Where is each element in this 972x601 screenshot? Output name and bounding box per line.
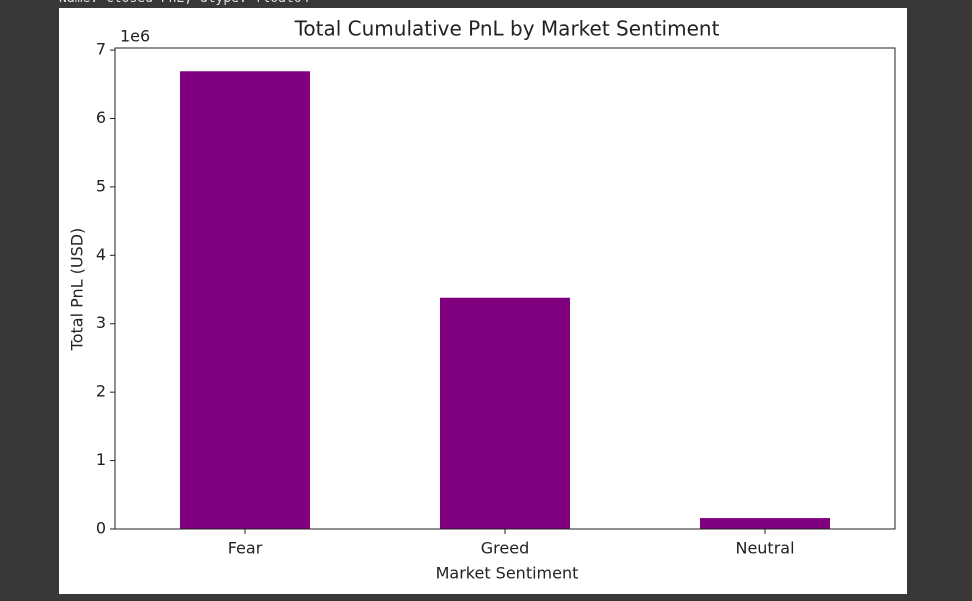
y-tick-label: 2 (96, 382, 106, 401)
x-tick-label: Greed (481, 539, 529, 558)
x-tick-label: Fear (228, 539, 263, 558)
chart-title: Total Cumulative PnL by Market Sentiment (294, 17, 720, 41)
y-tick-label: 4 (96, 245, 106, 264)
x-tick-label: Neutral (735, 539, 794, 558)
y-tick-label: 0 (96, 519, 106, 538)
console-text: Name: closed PnL, dtype: float64 (59, 0, 309, 6)
y-axis-label: Total PnL (USD) (68, 228, 87, 352)
x-axis-label: Market Sentiment (436, 564, 579, 583)
y-tick-label: 7 (96, 40, 106, 59)
bar (440, 297, 570, 529)
plot-frame (114, 47, 896, 530)
y-tick-label: 6 (96, 108, 106, 127)
y-tick-label: 5 (96, 176, 106, 195)
offset-label: 1e6 (120, 27, 150, 46)
bar (180, 71, 310, 530)
y-tick-label: 3 (96, 313, 106, 332)
y-tick-label: 1 (96, 450, 106, 469)
bar (700, 518, 830, 529)
